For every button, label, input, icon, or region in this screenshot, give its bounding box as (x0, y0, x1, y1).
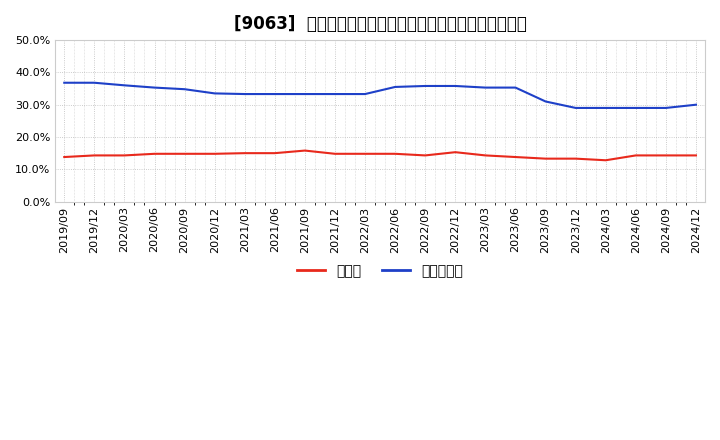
Title: [9063]  現預金、有利子負債の総資産に対する比率の推移: [9063] 現預金、有利子負債の総資産に対する比率の推移 (234, 15, 526, 33)
Legend: 現預金, 有利子負債: 現預金, 有利子負債 (292, 258, 469, 283)
